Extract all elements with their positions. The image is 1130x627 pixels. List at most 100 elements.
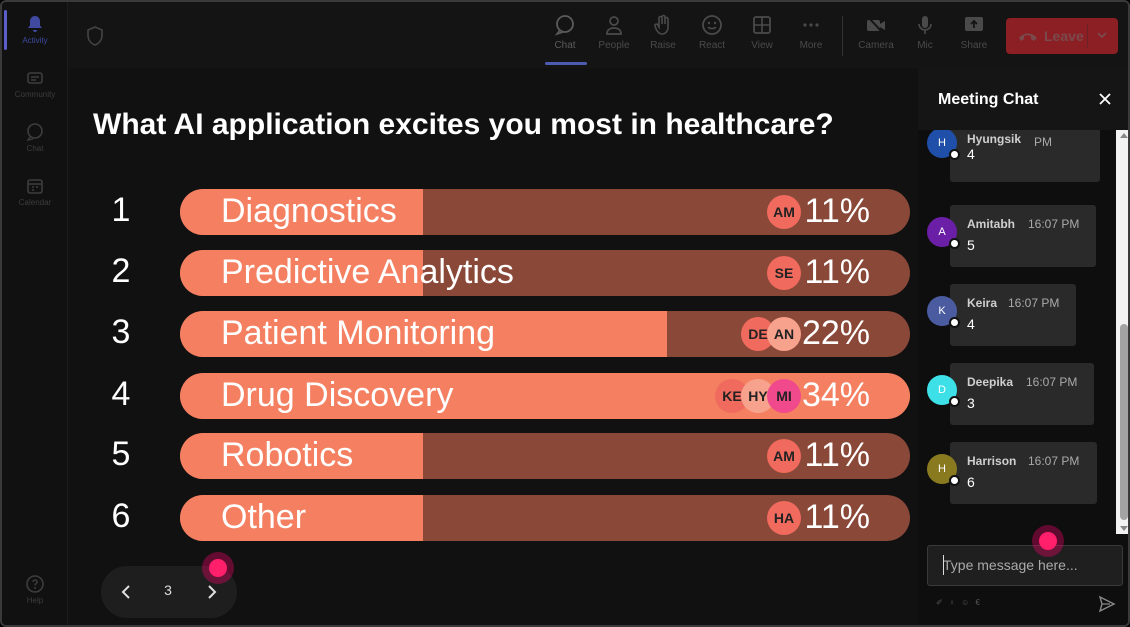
camera-button-label: Camera bbox=[858, 40, 894, 51]
chat-avatar: K bbox=[927, 296, 960, 328]
chat-message[interactable]: Harrison 16:07 PM 6 bbox=[950, 442, 1097, 504]
camera-button[interactable]: Camera bbox=[854, 14, 898, 51]
poll-option-percent: 11% bbox=[804, 192, 870, 230]
chevron-left-icon[interactable] bbox=[117, 582, 137, 602]
voter-avatar: AM bbox=[767, 439, 801, 473]
chat-message-text: 4 bbox=[967, 316, 975, 332]
meeting-toolbar: Chat People Raise React View More Camera bbox=[68, 2, 1128, 68]
poll-option-fill bbox=[180, 433, 423, 479]
rail-item-community[interactable]: Community bbox=[2, 68, 68, 99]
voter-avatar: HA bbox=[767, 501, 801, 535]
people-button[interactable]: People bbox=[592, 14, 636, 51]
presence-status-icon bbox=[949, 396, 960, 407]
chat-avatar-initial: H bbox=[938, 463, 946, 475]
mic-button[interactable]: Mic bbox=[903, 14, 947, 51]
chat-message-text: 4 bbox=[967, 146, 975, 162]
chat-message-input[interactable]: Type message here... bbox=[927, 545, 1123, 586]
text-caret bbox=[943, 555, 944, 575]
rail-item-help[interactable]: Help bbox=[2, 574, 68, 605]
rail-label: Chat bbox=[26, 144, 44, 153]
poll-option-percent: 11% bbox=[804, 498, 870, 536]
chat-message[interactable]: Keira 16:07 PM 4 bbox=[950, 284, 1076, 346]
chat-timestamp: 16:07 PM bbox=[1028, 454, 1080, 468]
send-icon[interactable] bbox=[1098, 595, 1116, 613]
shield-icon[interactable] bbox=[86, 26, 104, 46]
chat-timestamp: 16:07 PM bbox=[1008, 296, 1060, 310]
leave-button[interactable]: Leave bbox=[1006, 18, 1118, 54]
poll-option-bar: Diagnostics 11% AM bbox=[180, 189, 910, 235]
rail-item-chat[interactable]: Chat bbox=[2, 122, 68, 153]
voter-avatars: AM bbox=[767, 195, 801, 229]
poll-option-percent: 11% bbox=[804, 436, 870, 474]
share-button[interactable]: Share bbox=[952, 14, 996, 51]
chat-scrollbar[interactable] bbox=[1116, 130, 1128, 534]
poll-option-fill bbox=[180, 250, 423, 296]
voter-avatars: HA bbox=[767, 501, 801, 535]
chevron-right-icon[interactable] bbox=[201, 582, 221, 602]
chat-header: Meeting Chat bbox=[918, 68, 1128, 130]
scroll-down-icon[interactable] bbox=[1120, 526, 1128, 531]
more-button[interactable]: More bbox=[789, 14, 833, 51]
calendar-icon bbox=[27, 179, 43, 194]
scroll-thumb[interactable] bbox=[1120, 324, 1128, 520]
rail-label: Community bbox=[14, 90, 56, 99]
chat-message[interactable]: Amitabh 16:07 PM 5 bbox=[950, 205, 1096, 267]
poll-option-number: 1 bbox=[111, 191, 131, 229]
rail-label: Calendar bbox=[18, 198, 52, 207]
chat-message[interactable]: Hyungsik 16:07 PM 4 bbox=[950, 130, 1100, 182]
voter-avatars: AM bbox=[767, 439, 801, 473]
chat-sender-name: Amitabh bbox=[967, 217, 1015, 231]
chat-message-text: 3 bbox=[967, 395, 975, 411]
chat-input-placeholder: Type message here... bbox=[943, 557, 1078, 573]
poll-option-fill bbox=[180, 189, 423, 235]
share-screen-icon bbox=[965, 17, 983, 31]
presence-status-icon bbox=[949, 149, 960, 160]
voter-avatar: AN bbox=[767, 317, 801, 351]
chat-sender-name: Keira bbox=[967, 296, 998, 310]
poll-option-bar: Drug Discovery 34% KE HY MI bbox=[180, 373, 910, 419]
scroll-up-icon[interactable] bbox=[1120, 133, 1128, 138]
chat-avatar: D bbox=[927, 375, 960, 407]
poll-option-row: 5 Robotics 11% AM bbox=[68, 433, 918, 479]
rail-item-calendar[interactable]: Calendar bbox=[2, 176, 68, 207]
poll-option-row: 3 Patient Monitoring 22% DE AN bbox=[68, 311, 918, 357]
poll-option-bar: Predictive Analytics 11% SE bbox=[180, 250, 910, 296]
raise-hand-button[interactable]: Raise bbox=[641, 14, 685, 51]
chat-message-text: 6 bbox=[967, 474, 975, 490]
rail-item-activity[interactable]: Activity bbox=[2, 14, 68, 45]
format-toolbar[interactable]: ✐ ♀ ☺ € bbox=[936, 598, 982, 607]
active-tab-indicator bbox=[545, 62, 587, 65]
rail-label: Activity bbox=[22, 36, 48, 45]
react-button-label: React bbox=[698, 40, 726, 51]
chat-button[interactable]: Chat bbox=[543, 14, 587, 51]
smiley-icon bbox=[702, 15, 722, 35]
community-icon bbox=[27, 72, 43, 84]
poll-option-percent: 34% bbox=[801, 376, 870, 414]
people-button-label: People bbox=[598, 40, 630, 51]
poll-option-bar: Other 11% HA bbox=[180, 495, 910, 541]
chat-avatar-initial: K bbox=[938, 305, 946, 317]
poll-option-row: 6 Other 11% HA bbox=[68, 495, 918, 541]
hang-up-icon bbox=[1019, 33, 1037, 41]
poll-option-number: 5 bbox=[111, 435, 131, 473]
poll-option-row: 4 Drug Discovery 34% KE HY MI bbox=[68, 373, 918, 419]
poll-option-row: 2 Predictive Analytics 11% SE bbox=[68, 250, 918, 296]
chevron-down-icon[interactable] bbox=[1095, 28, 1109, 42]
chat-sender-name: Harrison bbox=[967, 454, 1017, 468]
chat-timestamp: 16:07 PM bbox=[1034, 130, 1064, 149]
poll-option-label: Predictive Analytics bbox=[221, 253, 514, 291]
chat-message[interactable]: Deepika 16:07 PM 3 bbox=[950, 363, 1094, 425]
voter-avatar: MI bbox=[767, 379, 801, 413]
poll-option-label: Other bbox=[221, 498, 307, 536]
voter-avatar: AM bbox=[767, 195, 801, 229]
close-icon[interactable] bbox=[1098, 92, 1112, 106]
view-button[interactable]: View bbox=[740, 14, 784, 51]
people-icon bbox=[606, 16, 622, 35]
chat-message-list: Hyungsik 16:07 PM 4 H Amitabh 16:07 PM 5 A Keira… bbox=[918, 130, 1116, 534]
react-button[interactable]: React bbox=[690, 14, 734, 51]
chat-avatar: A bbox=[927, 217, 960, 249]
camera-off-icon bbox=[867, 16, 885, 35]
chat-avatar: H bbox=[927, 130, 960, 160]
voter-avatar: SE bbox=[767, 256, 801, 290]
